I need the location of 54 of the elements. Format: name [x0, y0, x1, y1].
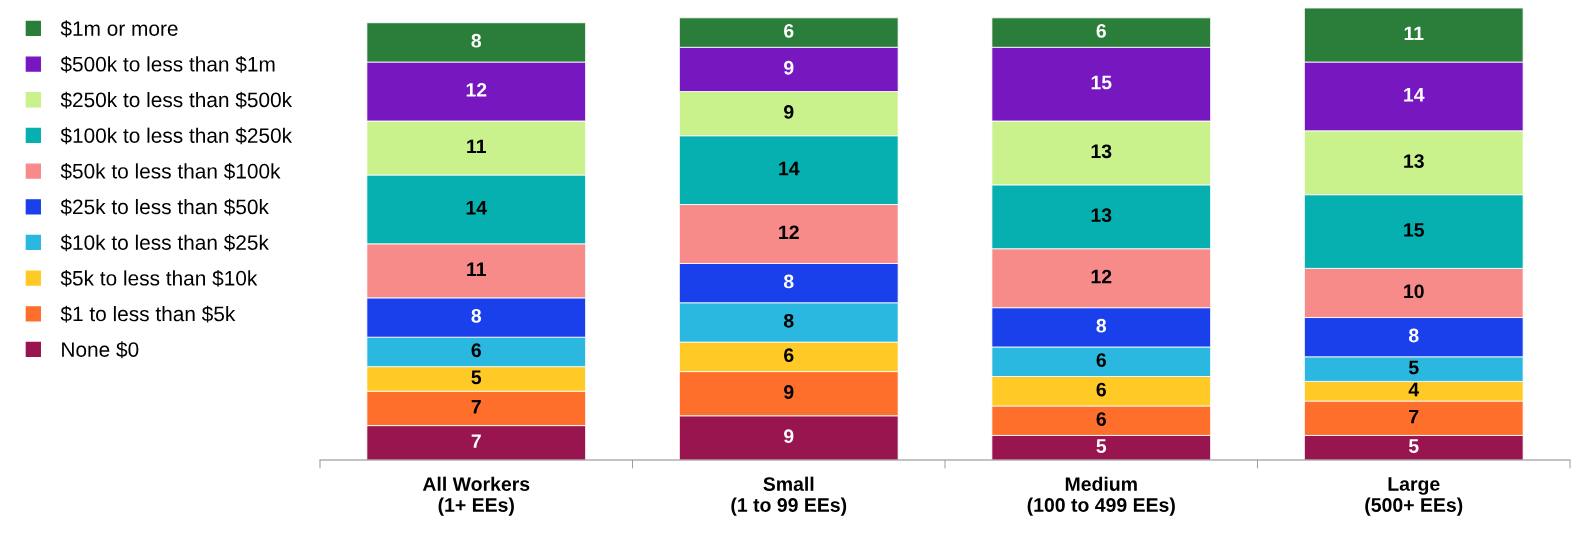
- data-label: 12: [1091, 269, 1112, 284]
- legend-label: $25k to less than $50k: [60, 198, 269, 216]
- legend-label: $50k to less than $100k: [60, 162, 281, 180]
- data-label: 7: [1409, 409, 1419, 424]
- data-label: 9: [784, 385, 794, 399]
- data-label: 15: [1091, 75, 1112, 90]
- data-label: 14: [466, 201, 487, 215]
- data-label: 6: [471, 343, 481, 358]
- data-label: 10: [1404, 284, 1424, 299]
- data-label: 11: [1404, 26, 1424, 41]
- data-label: 11: [467, 139, 486, 154]
- x-tick-label: All Workers (1+ EEs): [422, 476, 530, 516]
- data-label: 7: [471, 400, 481, 414]
- data-label: 13: [1091, 144, 1112, 159]
- data-label: 8: [1096, 318, 1107, 333]
- legend-label: $100k to less than $250k: [60, 127, 293, 145]
- data-label: 6: [1096, 412, 1106, 426]
- data-label: 11: [467, 262, 486, 276]
- data-label: 9: [784, 105, 794, 119]
- data-label: 13: [1091, 208, 1112, 223]
- data-label: 8: [783, 274, 794, 289]
- data-label: 13: [1404, 154, 1424, 169]
- legend-label: $250k to less than $500k: [60, 91, 293, 109]
- data-label: 8: [1408, 328, 1419, 343]
- data-label: 8: [471, 33, 482, 48]
- x-tick-label: Small (1 to 99 EEs): [731, 476, 847, 516]
- data-label: 6: [1096, 353, 1106, 367]
- data-label: 7: [471, 434, 481, 448]
- data-label: 5: [1408, 439, 1419, 453]
- data-label: 15: [1404, 223, 1425, 237]
- legend-label: $1 to less than $5k: [60, 305, 236, 323]
- data-label: 12: [779, 225, 799, 240]
- data-label: 6: [784, 348, 794, 363]
- data-label: 4: [1408, 382, 1420, 397]
- x-tick-label: Medium (100 to 499 EEs): [1027, 476, 1175, 516]
- legend-label: $5k to less than $10k: [60, 269, 258, 287]
- x-tick-label: Large (500+ EEs): [1365, 477, 1463, 516]
- data-label: 5: [1408, 360, 1419, 375]
- data-label: 8: [471, 308, 482, 323]
- data-label: 14: [1404, 88, 1425, 102]
- data-label: 6: [1096, 24, 1106, 38]
- legend-label: $10k to less than $25k: [60, 234, 269, 252]
- legend-label: $1m or more: [60, 20, 178, 38]
- data-label: 12: [466, 82, 487, 97]
- data-label: 14: [779, 161, 800, 176]
- legend-label: None $0: [62, 341, 139, 359]
- data-label: 9: [784, 429, 794, 444]
- data-label: 6: [1096, 382, 1106, 397]
- data-label: 5: [471, 370, 482, 385]
- legend-label: $500k to less than $1m: [60, 55, 275, 73]
- data-label: 5: [1096, 439, 1107, 453]
- data-label: 9: [784, 60, 794, 75]
- data-label: 6: [784, 24, 794, 38]
- data-label: 8: [783, 313, 794, 328]
